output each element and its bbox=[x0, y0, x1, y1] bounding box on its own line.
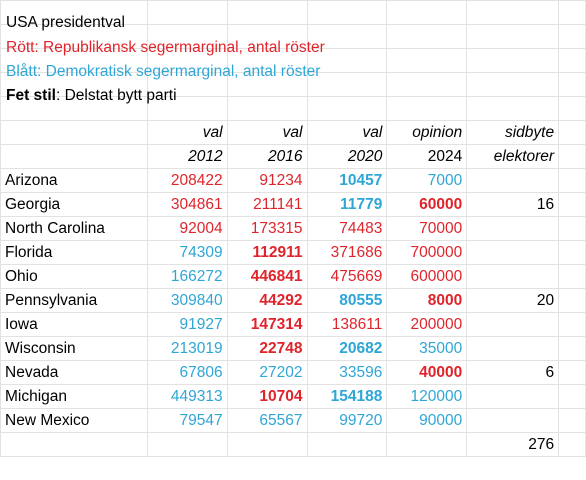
state-name[interactable]: Michigan bbox=[0, 384, 148, 409]
margin-2020[interactable]: 138611 bbox=[306, 312, 388, 337]
margin-2020[interactable]: 74483 bbox=[306, 216, 388, 241]
electors-switched[interactable] bbox=[466, 384, 560, 409]
electors-switched[interactable] bbox=[466, 408, 560, 433]
sheet-grid: val val val opinion sidbyte 2012 2016 20… bbox=[0, 0, 586, 457]
state-name[interactable]: North Carolina bbox=[0, 216, 148, 241]
table-row-nevada: Nevada 67806 27202 33596 40000 6 bbox=[0, 360, 586, 385]
margin-2024[interactable]: 600000 bbox=[386, 264, 468, 289]
margin-2020[interactable]: 154188 bbox=[306, 384, 388, 409]
state-name[interactable]: Florida bbox=[0, 240, 148, 265]
header-val-2012[interactable]: val bbox=[146, 120, 228, 145]
margin-2020[interactable]: 99720 bbox=[306, 408, 388, 433]
header-val-2016[interactable]: val bbox=[226, 120, 308, 145]
margin-2016[interactable]: 112911 bbox=[226, 240, 308, 265]
margin-2012[interactable]: 304861 bbox=[146, 192, 228, 217]
legend-bold-label: Fet stil bbox=[6, 87, 56, 104]
margin-2020[interactable]: 10457 bbox=[306, 168, 388, 193]
margin-2024[interactable]: 120000 bbox=[386, 384, 468, 409]
header-year-2016[interactable]: 2016 bbox=[226, 144, 308, 169]
electors-switched[interactable] bbox=[466, 240, 560, 265]
margin-2016[interactable]: 91234 bbox=[226, 168, 308, 193]
margin-2012[interactable]: 67806 bbox=[146, 360, 228, 385]
electors-switched[interactable]: 20 bbox=[466, 288, 560, 313]
electors-switched[interactable] bbox=[466, 264, 560, 289]
margin-2016[interactable]: 22748 bbox=[226, 336, 308, 361]
margin-2012[interactable]: 449313 bbox=[146, 384, 228, 409]
header-row-1: val val val opinion sidbyte bbox=[0, 120, 586, 145]
state-name[interactable]: Iowa bbox=[0, 312, 148, 337]
margin-2024[interactable]: 8000 bbox=[386, 288, 468, 313]
margin-2024[interactable]: 200000 bbox=[386, 312, 468, 337]
state-name[interactable]: Georgia bbox=[0, 192, 148, 217]
total-row: 276 bbox=[0, 432, 586, 457]
margin-2016[interactable]: 65567 bbox=[226, 408, 308, 433]
electors-switched[interactable]: 16 bbox=[466, 192, 560, 217]
header-opinion[interactable]: opinion bbox=[386, 120, 468, 145]
margin-2016[interactable]: 44292 bbox=[226, 288, 308, 313]
margin-2020[interactable]: 80555 bbox=[306, 288, 388, 313]
margin-2012[interactable]: 92004 bbox=[146, 216, 228, 241]
margin-2016[interactable]: 211141 bbox=[226, 192, 308, 217]
header-val-2020[interactable]: val bbox=[306, 120, 388, 145]
table-row-ohio: Ohio 166272 446841 475669 600000 bbox=[0, 264, 586, 289]
legend-blue: Blått: Demokratisk segermarginal, antal … bbox=[6, 63, 321, 80]
margin-2024[interactable]: 70000 bbox=[386, 216, 468, 241]
margin-2024[interactable]: 7000 bbox=[386, 168, 468, 193]
margin-2016[interactable]: 10704 bbox=[226, 384, 308, 409]
header-year-2012[interactable]: 2012 bbox=[146, 144, 228, 169]
table-row-florida: Florida 74309 112911 371686 700000 bbox=[0, 240, 586, 265]
table-row-new-mexico: New Mexico 79547 65567 99720 90000 bbox=[0, 408, 586, 433]
margin-2020[interactable]: 371686 bbox=[306, 240, 388, 265]
margin-2024[interactable]: 35000 bbox=[386, 336, 468, 361]
electors-switched[interactable] bbox=[466, 336, 560, 361]
margin-2012[interactable]: 213019 bbox=[146, 336, 228, 361]
state-name[interactable]: Pennsylvania bbox=[0, 288, 148, 313]
margin-2012[interactable]: 74309 bbox=[146, 240, 228, 265]
margin-2012[interactable]: 79547 bbox=[146, 408, 228, 433]
table-row-wisconsin: Wisconsin 213019 22748 20682 35000 bbox=[0, 336, 586, 361]
legend-red: Rött: Republikansk segermarginal, antal … bbox=[6, 39, 325, 56]
margin-2024[interactable]: 90000 bbox=[386, 408, 468, 433]
margin-2016[interactable]: 27202 bbox=[226, 360, 308, 385]
legend-title: USA presidentval bbox=[6, 14, 125, 31]
margin-2020[interactable]: 11779 bbox=[306, 192, 388, 217]
margin-2024[interactable]: 40000 bbox=[386, 360, 468, 385]
margin-2012[interactable]: 166272 bbox=[146, 264, 228, 289]
electors-switched[interactable] bbox=[466, 312, 560, 337]
margin-2024[interactable]: 60000 bbox=[386, 192, 468, 217]
margin-2020[interactable]: 20682 bbox=[306, 336, 388, 361]
total-electors[interactable]: 276 bbox=[466, 432, 560, 457]
header-year-2024[interactable]: 2024 bbox=[386, 144, 468, 169]
margin-2012[interactable]: 91927 bbox=[146, 312, 228, 337]
state-name[interactable]: Ohio bbox=[0, 264, 148, 289]
table-row-north-carolina: North Carolina 92004 173315 74483 70000 bbox=[0, 216, 586, 241]
legend-bold-text: : Delstat bytt parti bbox=[55, 87, 177, 104]
table-row-michigan: Michigan 449313 10704 154188 120000 bbox=[0, 384, 586, 409]
state-name[interactable]: New Mexico bbox=[0, 408, 148, 433]
margin-2020[interactable]: 475669 bbox=[306, 264, 388, 289]
table-row-arizona: Arizona 208422 91234 10457 7000 bbox=[0, 168, 586, 193]
header-sidbyte[interactable]: sidbyte bbox=[466, 120, 560, 145]
margin-2016[interactable]: 173315 bbox=[226, 216, 308, 241]
state-name[interactable]: Nevada bbox=[0, 360, 148, 385]
table-row-pennsylvania: Pennsylvania 309840 44292 80555 8000 20 bbox=[0, 288, 586, 313]
table-row-georgia: Georgia 304861 211141 11779 60000 16 bbox=[0, 192, 586, 217]
legend-bold: Fet stil: Delstat bytt parti bbox=[6, 85, 177, 107]
header-elektorer[interactable]: elektorer bbox=[466, 144, 560, 169]
margin-2020[interactable]: 33596 bbox=[306, 360, 388, 385]
electors-switched[interactable] bbox=[466, 168, 560, 193]
margin-2016[interactable]: 446841 bbox=[226, 264, 308, 289]
table-row-iowa: Iowa 91927 147314 138611 200000 bbox=[0, 312, 586, 337]
state-name[interactable]: Arizona bbox=[0, 168, 148, 193]
state-name[interactable]: Wisconsin bbox=[0, 336, 148, 361]
header-row-2: 2012 2016 2020 2024 elektorer bbox=[0, 144, 586, 169]
margin-2012[interactable]: 309840 bbox=[146, 288, 228, 313]
electors-switched[interactable]: 6 bbox=[466, 360, 560, 385]
electors-switched[interactable] bbox=[466, 216, 560, 241]
margin-2016[interactable]: 147314 bbox=[226, 312, 308, 337]
margin-2012[interactable]: 208422 bbox=[146, 168, 228, 193]
header-year-2020[interactable]: 2020 bbox=[306, 144, 388, 169]
margin-2024[interactable]: 700000 bbox=[386, 240, 468, 265]
